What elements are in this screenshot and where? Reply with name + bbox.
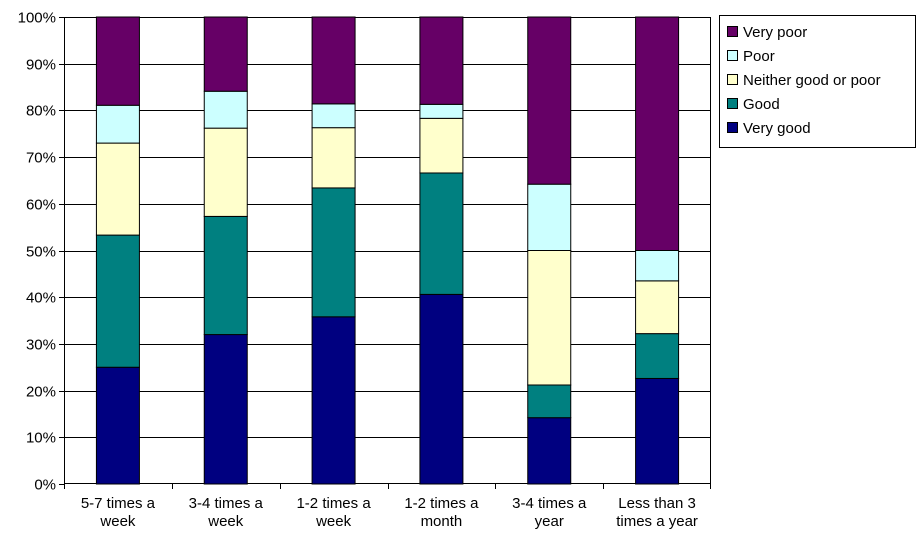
legend-box: [719, 15, 916, 148]
y-axis: 0% 10% 20% 30% 40% 50% 60% 70% 80% 90% 100%: [18, 10, 64, 494]
y-tick-label: 20%: [26, 384, 56, 401]
x-category-label: week: [315, 513, 352, 530]
legend-swatch: [727, 122, 738, 133]
bar-segment-poor: [311, 103, 356, 129]
x-category-label: 3-4 times a: [512, 495, 587, 512]
bar-segment-neither-good-or-poor: [527, 250, 572, 386]
bars: [95, 16, 680, 485]
legend-swatch: [727, 26, 738, 37]
plot-area-border: [64, 17, 711, 484]
bar-segment-very-poor: [311, 16, 356, 105]
bar-segment-neither-good-or-poor: [419, 117, 464, 174]
y-tick-label: 100%: [18, 10, 56, 27]
bar-segment-good: [311, 187, 356, 318]
bar-segment-neither-good-or-poor: [203, 127, 248, 217]
legend-label: Very poor: [743, 24, 807, 41]
x-category-label: 3-4 times a: [189, 495, 264, 512]
bar-segment-good: [95, 234, 140, 368]
bar-segment-poor: [95, 104, 140, 144]
bar-segment-neither-good-or-poor: [95, 142, 140, 236]
bar-segment-poor: [527, 183, 572, 252]
x-category-label: 5-7 times a: [81, 495, 156, 512]
x-category-label: Less than 3: [618, 495, 696, 512]
bar-segment-very-poor: [419, 16, 464, 105]
y-tick-label: 60%: [26, 197, 56, 214]
bar-segment-very-poor: [635, 16, 680, 251]
bar-segment-poor: [419, 103, 464, 119]
legend-swatch: [727, 50, 738, 61]
y-tick-label: 40%: [26, 290, 56, 307]
bar-segment-very-poor: [95, 16, 140, 106]
bar-segment-very-good: [311, 316, 356, 485]
x-category-label: month: [421, 513, 463, 530]
bar-segment-very-poor: [203, 16, 248, 92]
bar-segment-neither-good-or-poor: [635, 280, 680, 335]
bar-segment-very-good: [635, 377, 680, 485]
bar-segment-very-good: [203, 334, 248, 485]
x-category-label: week: [207, 513, 244, 530]
legend-label: Very good: [743, 120, 811, 137]
bar-segment-good: [203, 215, 248, 336]
y-tick-label: 70%: [26, 150, 56, 167]
x-category-label: 1-2 times a: [404, 495, 479, 512]
legend-swatch: [727, 98, 738, 109]
bar-segment-very-good: [527, 417, 572, 485]
legend-label: Good: [743, 96, 780, 113]
legend-label: Poor: [743, 48, 775, 65]
bar-segment-very-poor: [527, 16, 572, 185]
bar-segment-poor: [635, 250, 680, 282]
legend-swatch: [727, 74, 738, 85]
bar-segment-poor: [203, 90, 248, 129]
bar-segment-very-good: [95, 366, 140, 485]
y-tick-label: 90%: [26, 57, 56, 74]
y-tick-label: 50%: [26, 244, 56, 261]
gridlines: [64, 17, 711, 484]
x-category-label: week: [99, 513, 136, 530]
y-tick-label: 30%: [26, 337, 56, 354]
bar-segment-neither-good-or-poor: [311, 127, 356, 189]
legend-label: Neither good or poor: [743, 72, 881, 89]
bar-segment-very-good: [419, 293, 464, 485]
y-tick-label: 0%: [34, 477, 56, 494]
x-category-label: times a year: [616, 513, 698, 530]
x-category-label: year: [535, 513, 564, 530]
x-category-label: 1-2 times a: [296, 495, 371, 512]
bar-segment-good: [527, 384, 572, 419]
y-tick-label: 80%: [26, 103, 56, 120]
y-tick-label: 10%: [26, 430, 56, 447]
bar-segment-good: [419, 172, 464, 295]
legend: Very poor Poor Neither good or poor Good Ver…: [719, 15, 916, 148]
bar-segment-good: [635, 333, 680, 379]
